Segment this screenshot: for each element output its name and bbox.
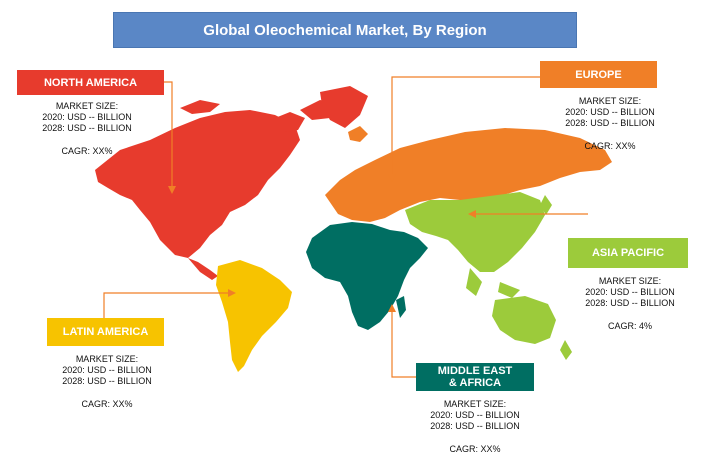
europe-2028-value: 2028: USD -- BILLION — [565, 118, 655, 128]
latin-america-leader — [103, 292, 232, 318]
latin-america-2028-value: 2028: USD -- BILLION — [62, 376, 152, 386]
latin-america-info: MARKET SIZE: 2020: USD -- BILLION 2028: … — [42, 354, 172, 410]
latin-america-cagr: CAGR: XX% — [81, 399, 133, 409]
europe-cagr: CAGR: XX% — [584, 141, 636, 151]
greenland-shape — [320, 86, 368, 128]
asia-pacific-2028-value: 2028: USD -- BILLION — [585, 298, 675, 308]
asia-pacific-cagr: CAGR: 4% — [607, 321, 652, 331]
north-america-info: MARKET SIZE: 2020: USD -- BILLION 2028: … — [22, 101, 152, 157]
north-america-2020-value: 2020: USD -- BILLION — [42, 112, 132, 122]
europe-market-size-label: MARKET SIZE: — [578, 96, 642, 106]
leader-arrows — [168, 174, 476, 312]
middle-east-africa-market-size-label: MARKET SIZE: — [443, 399, 507, 409]
north-america-market-size-label: MARKET SIZE: — [55, 101, 119, 111]
asia-pacific-2020-value: 2020: USD -- BILLION — [585, 287, 675, 297]
north-america-leader — [164, 81, 173, 190]
north-america-cagr: CAGR: XX% — [61, 146, 113, 156]
europe-2020-value: 2020: USD -- BILLION — [565, 107, 655, 117]
north-america-label: NORTH AMERICA — [17, 70, 164, 95]
middle-east-africa-cagr: CAGR: XX% — [449, 444, 501, 454]
middle-east-africa-label-line1: MIDDLE EAST — [437, 365, 513, 377]
north-america-2028-value: 2028: USD -- BILLION — [42, 123, 132, 133]
asia-pacific-market-size-label: MARKET SIZE: — [598, 276, 662, 286]
europe-label: EUROPE — [540, 61, 657, 88]
page-title: Global Oleochemical Market, By Region — [113, 12, 577, 48]
middle-east-africa-label-line2: & AFRICA — [448, 377, 502, 389]
europe-region — [325, 126, 612, 222]
europe-leader — [391, 76, 540, 178]
latin-america-2020-value: 2020: USD -- BILLION — [62, 365, 152, 375]
asia-pacific-label: ASIA PACIFIC — [568, 238, 688, 268]
middle-east-africa-leader — [391, 308, 416, 378]
middle-east-africa-2028-value: 2028: USD -- BILLION — [430, 421, 520, 431]
middle-east-africa-label: MIDDLE EAST & AFRICA — [416, 363, 534, 391]
latin-america-label: LATIN AMERICA — [47, 318, 164, 346]
latin-america-market-size-label: MARKET SIZE: — [75, 354, 139, 364]
asia-pacific-info: MARKET SIZE: 2020: USD -- BILLION 2028: … — [565, 276, 695, 332]
middle-east-africa-region — [306, 222, 428, 330]
europe-info: MARKET SIZE: 2020: USD -- BILLION 2028: … — [545, 96, 675, 152]
middle-east-africa-2020-value: 2020: USD -- BILLION — [430, 410, 520, 420]
leader-lines — [103, 76, 588, 378]
middle-east-africa-info: MARKET SIZE: 2020: USD -- BILLION 2028: … — [410, 399, 540, 455]
asia-pacific-region — [405, 192, 572, 360]
latin-america-region — [216, 260, 292, 372]
